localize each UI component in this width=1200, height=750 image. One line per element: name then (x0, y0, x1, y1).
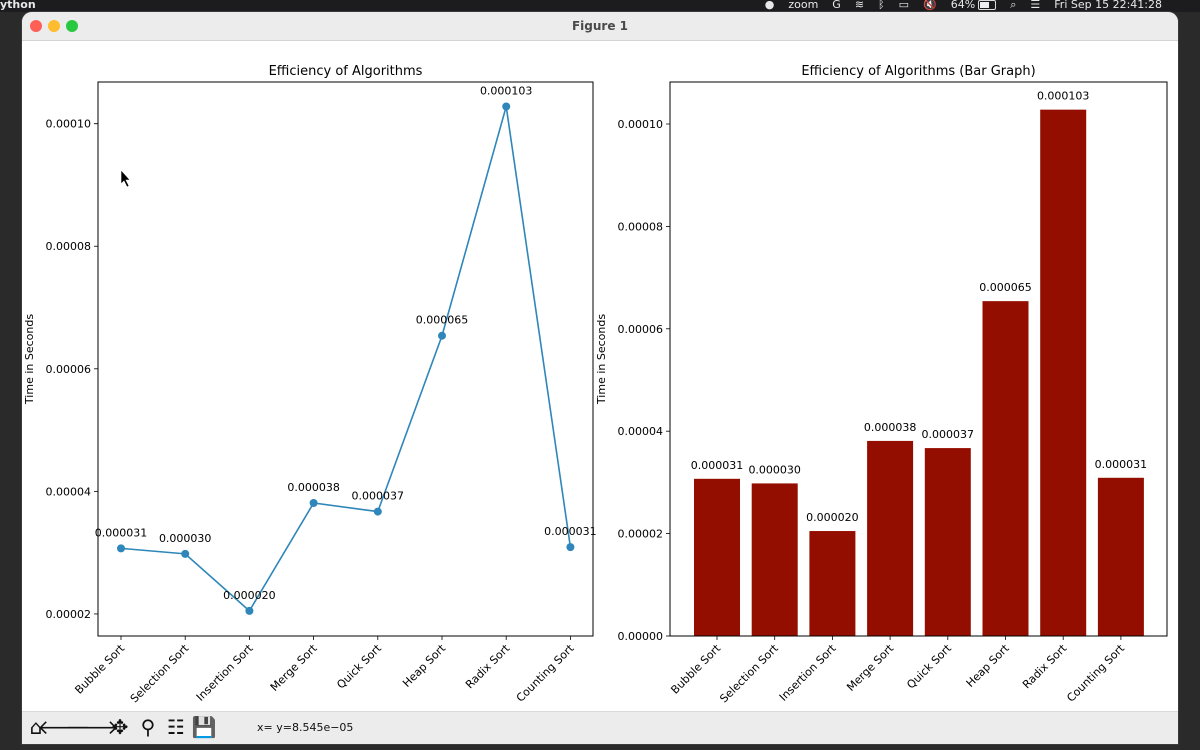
y-tick-label: 0.00008 (618, 220, 664, 233)
zoom-status[interactable]: zoom (788, 0, 819, 11)
series-line (120, 106, 572, 613)
x-tick-label: Counting Sort (1064, 641, 1127, 704)
y-tick-label: 0.00000 (618, 630, 664, 643)
y-axis-label: Time in Seconds (595, 314, 608, 405)
x-tick-label: Merge Sort (268, 641, 320, 693)
title-bar: Figure 1 (22, 12, 1178, 41)
battery-icon (978, 0, 997, 10)
x-tick-label: Selection Sort (717, 641, 781, 705)
data-point (117, 544, 125, 553)
data-point (438, 331, 446, 340)
x-tick-label: Selection Sort (128, 641, 192, 705)
data-point (181, 549, 190, 558)
y-tick-label: 0.00010 (618, 118, 664, 131)
app-name[interactable]: ython (0, 0, 36, 11)
data-point (373, 507, 382, 516)
data-label: 0.000065 (979, 281, 1032, 294)
close-window-button[interactable] (30, 20, 42, 32)
data-label: 0.000065 (416, 314, 469, 327)
record-icon[interactable]: ● (764, 0, 775, 11)
x-tick-label: Counting Sort (514, 641, 577, 704)
bar (1040, 109, 1087, 636)
y-tick-label: 0.00004 (46, 485, 92, 498)
bar (751, 483, 798, 636)
y-tick-label: 0.00008 (46, 240, 92, 253)
bluetooth-icon[interactable]: ᛒ (878, 0, 885, 11)
x-tick-label: Merge Sort (844, 641, 896, 693)
chart-title: Efficiency of Algorithms (269, 64, 423, 79)
y-tick-label: 0.00004 (618, 425, 664, 438)
battery-percent: 64% (950, 0, 976, 11)
x-tick-label: Bubble Sort (668, 641, 723, 696)
x-tick-label: Quick Sort (904, 641, 954, 691)
data-point (245, 606, 254, 615)
y-tick-label: 0.00010 (46, 118, 92, 131)
data-label: 0.000031 (95, 526, 148, 539)
bar (809, 531, 856, 636)
data-label: 0.000020 (223, 589, 276, 602)
data-label: 0.000038 (287, 481, 340, 494)
data-point (502, 102, 511, 111)
data-label: 0.000037 (352, 490, 405, 503)
chart-title: Efficiency of Algorithms (Bar Graph) (801, 64, 1035, 79)
cursor-coordinates: x= y=8.545e−05 (257, 721, 354, 734)
y-tick-label: 0.00002 (46, 608, 92, 621)
configure-subplots-icon[interactable]: ☷ (167, 715, 185, 739)
menu-bar: ython ● zoom G ≋ ᛒ ▭ 🔇 64% ⌕ ☰ Fri Sep 1… (0, 0, 1200, 12)
mute-icon[interactable]: 🔇 (923, 0, 937, 11)
mouse-cursor-icon (120, 169, 131, 188)
zoom-magnifier-icon[interactable]: ⚲ (140, 715, 156, 739)
bar (982, 301, 1029, 636)
bar (1097, 477, 1144, 636)
window-title: Figure 1 (571, 19, 629, 33)
data-label: 0.000030 (159, 532, 212, 545)
y-tick-label: 0.00006 (46, 363, 92, 376)
x-tick-label: Heap Sort (400, 641, 448, 689)
axes-frame (97, 81, 594, 637)
data-point (309, 499, 318, 508)
home-icon[interactable]: ⌂ (29, 715, 43, 739)
status-area: ● zoom G ≋ ᛒ ▭ 🔇 64% ⌕ ☰ Fri Sep 15 22:4… (765, 0, 1162, 10)
x-tick-label: Radix Sort (463, 641, 513, 691)
x-tick-label: Radix Sort (1020, 641, 1070, 691)
data-label: 0.000103 (480, 85, 533, 98)
data-label: 0.000037 (922, 428, 975, 441)
x-tick-label: Insertion Sort (777, 641, 839, 703)
maximize-window-button[interactable] (66, 20, 78, 32)
minimize-window-button[interactable] (48, 20, 60, 32)
data-label: 0.000031 (691, 459, 744, 472)
pan-icon[interactable]: ✥ (111, 715, 129, 739)
x-tick-label: Heap Sort (964, 641, 1012, 689)
battery-indicator[interactable]: 64% (950, 0, 997, 11)
x-tick-label: Insertion Sort (194, 641, 256, 703)
grammarly-icon[interactable]: G (832, 0, 841, 11)
data-label: 0.000031 (544, 525, 597, 538)
bar (924, 448, 971, 636)
bar (694, 478, 740, 636)
wifi-icon[interactable]: ≋ (854, 0, 865, 11)
data-point (566, 543, 575, 552)
spotlight-search-icon[interactable]: ⌕ (1010, 0, 1017, 11)
y-tick-label: 0.00002 (618, 528, 664, 541)
x-tick-label: Bubble Sort (72, 641, 127, 696)
y-axis-label: Time in Seconds (23, 314, 36, 405)
figure-window: Figure 1 Efficiency of Algorithms Time in… (22, 12, 1178, 744)
figure-canvas[interactable]: Efficiency of Algorithms Time in Seconds 0… (22, 40, 1178, 711)
data-label: 0.000030 (748, 463, 801, 476)
y-tick-label: 0.00006 (618, 323, 664, 336)
data-label: 0.000038 (864, 421, 917, 434)
data-label: 0.000020 (806, 511, 859, 524)
axes-frame (669, 81, 1168, 637)
menubar-clock[interactable]: Fri Sep 15 22:41:28 (1054, 0, 1162, 11)
navigation-toolbar: ⌂ 🡐 🡒 ✥ ⚲ ☷ 💾 x= y=8.545e−05 (22, 711, 1178, 744)
data-label: 0.000103 (1037, 90, 1090, 103)
forward-arrow-icon[interactable]: 🡒 (65, 715, 119, 739)
control-center-icon[interactable]: ☰ (1030, 0, 1041, 11)
data-label: 0.000031 (1095, 458, 1148, 471)
x-tick-label: Quick Sort (334, 641, 384, 691)
save-icon[interactable]: 💾 (191, 715, 217, 739)
display-icon[interactable]: ▭ (898, 0, 910, 11)
bar (867, 440, 914, 636)
